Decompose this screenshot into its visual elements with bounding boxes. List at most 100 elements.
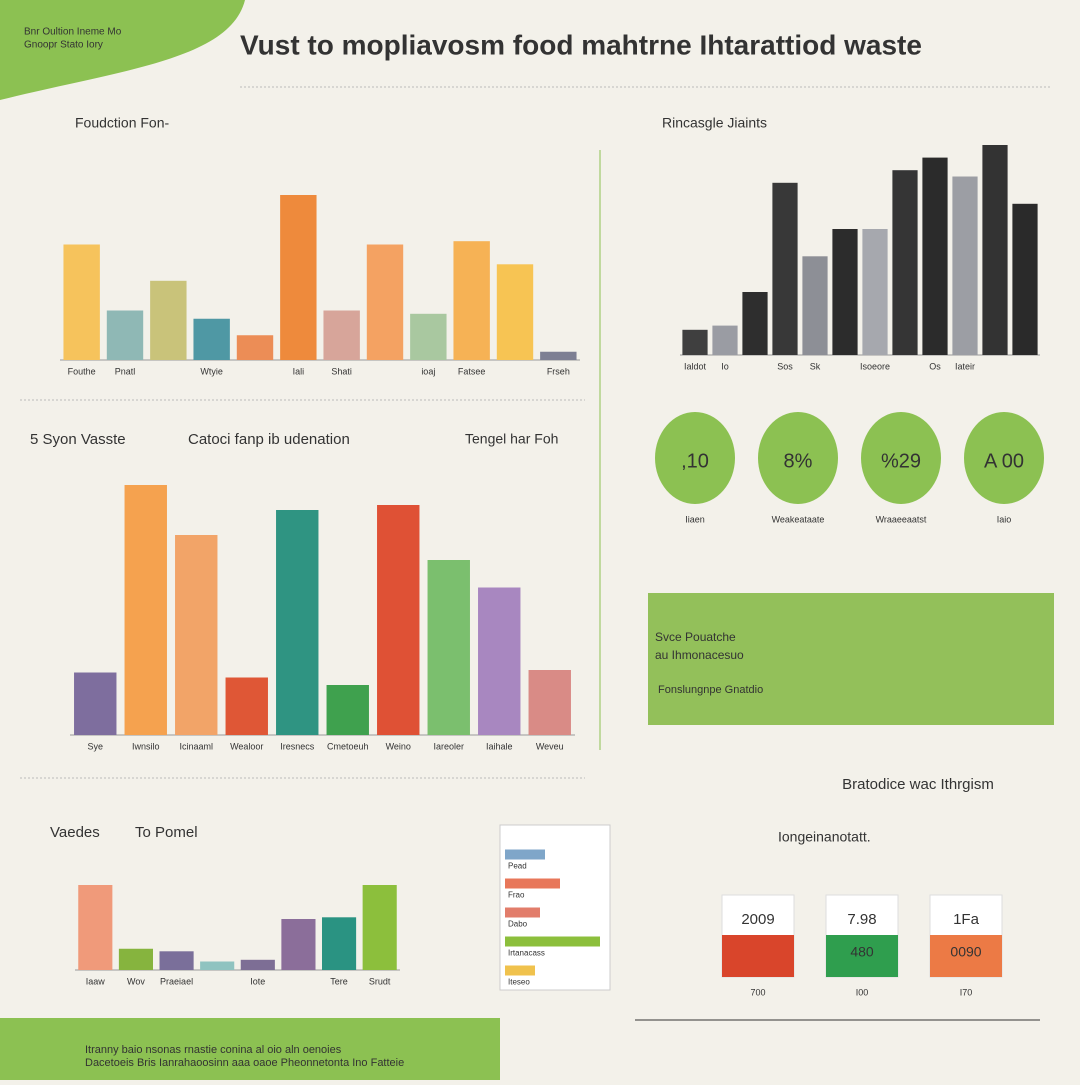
banner-text: au Ihmonacesuo bbox=[655, 648, 744, 662]
bar bbox=[862, 229, 888, 355]
banner-text: Svce Pouatche bbox=[655, 630, 736, 644]
bar bbox=[505, 907, 540, 918]
bar bbox=[193, 318, 230, 360]
stat-label: Iaio bbox=[997, 514, 1012, 524]
card-head: 2009 bbox=[741, 911, 774, 928]
x-tick-label: Iote bbox=[250, 976, 265, 986]
footer bbox=[0, 1018, 500, 1080]
stat-value: A 00 bbox=[984, 450, 1024, 472]
bar bbox=[175, 535, 218, 735]
banner bbox=[648, 593, 1054, 725]
section-heading: Tengel har Foh bbox=[465, 431, 558, 447]
stat-value: ,10 bbox=[681, 450, 709, 472]
bar bbox=[240, 959, 275, 970]
x-tick-label: Iaaw bbox=[86, 976, 106, 986]
bar bbox=[106, 310, 144, 360]
footer-text: Dacetoeis Bris Ianrahaoosinn aaa oaoe Ph… bbox=[85, 1057, 404, 1069]
card-fill bbox=[930, 935, 1002, 977]
corner-blob bbox=[0, 0, 245, 100]
bar-label: Pead bbox=[508, 862, 527, 871]
x-tick-label: ioaj bbox=[421, 366, 435, 376]
bar bbox=[280, 195, 317, 360]
stat-label: Iiaen bbox=[685, 514, 705, 524]
card-head: 7.98 bbox=[847, 911, 876, 928]
card-fill bbox=[826, 935, 898, 977]
bar bbox=[922, 157, 948, 355]
bar bbox=[1012, 203, 1038, 355]
x-tick-label: Iateir bbox=[955, 361, 975, 371]
x-tick-label: Srudt bbox=[369, 976, 391, 986]
x-tick-label: Frseh bbox=[547, 366, 570, 376]
card-value: 0090 bbox=[950, 944, 981, 960]
bar bbox=[496, 264, 534, 360]
x-tick-label: Ialdot bbox=[684, 361, 707, 371]
bar bbox=[892, 170, 918, 355]
bar bbox=[772, 182, 798, 355]
bar-label: Irtanacass bbox=[508, 949, 545, 958]
x-tick-label: Sk bbox=[810, 361, 821, 371]
bar bbox=[150, 280, 187, 360]
bar bbox=[236, 335, 274, 360]
x-tick-label: Sye bbox=[87, 741, 103, 751]
bar-label: Iteseo bbox=[508, 978, 530, 987]
bar bbox=[118, 948, 153, 970]
bar bbox=[505, 965, 535, 976]
bar bbox=[478, 587, 521, 735]
x-tick-label: Iaihale bbox=[486, 741, 513, 751]
x-tick-label: Tere bbox=[330, 976, 348, 986]
cards-title: Bratodice wac Ithrgism bbox=[842, 776, 994, 793]
bar bbox=[505, 849, 545, 860]
bar bbox=[74, 672, 117, 735]
x-tick-label: Iali bbox=[293, 366, 305, 376]
stat-leaf bbox=[964, 412, 1044, 504]
x-tick-label: Isoeore bbox=[860, 361, 890, 371]
bar bbox=[410, 313, 447, 360]
bar-label: Frao bbox=[508, 891, 525, 900]
card-foot: I70 bbox=[960, 987, 973, 997]
section-heading: 5 Syon Vasste bbox=[30, 431, 126, 448]
card-head: 1Fa bbox=[953, 911, 980, 928]
bar bbox=[427, 560, 470, 735]
x-tick-label: Io bbox=[721, 361, 729, 371]
bar bbox=[276, 510, 319, 735]
stat-label: Wraaeeaatst bbox=[876, 514, 927, 524]
x-tick-label: Wealoor bbox=[230, 741, 263, 751]
bar bbox=[982, 145, 1008, 355]
bar bbox=[159, 951, 194, 970]
bar bbox=[281, 919, 316, 970]
x-tick-label: Praeiael bbox=[160, 976, 193, 986]
bar bbox=[712, 325, 738, 355]
x-tick-label: Os bbox=[929, 361, 941, 371]
bar bbox=[200, 961, 235, 970]
bar bbox=[742, 292, 768, 355]
bar bbox=[505, 878, 560, 889]
bar bbox=[453, 241, 490, 360]
bar bbox=[802, 256, 828, 355]
section-heading: To Pomel bbox=[135, 824, 198, 841]
bar-label: Dabo bbox=[508, 920, 528, 929]
stat-leaf bbox=[861, 412, 941, 504]
x-tick-label: Cmetoeuh bbox=[327, 741, 369, 751]
x-tick-label: Weino bbox=[386, 741, 411, 751]
bar bbox=[323, 310, 360, 360]
bar bbox=[326, 685, 369, 735]
bar bbox=[952, 176, 978, 355]
stat-value: %29 bbox=[881, 450, 921, 472]
x-tick-label: Fouthe bbox=[68, 366, 96, 376]
bar bbox=[505, 936, 600, 947]
badge: Gnoopr Stato Iory bbox=[24, 40, 103, 51]
bar bbox=[366, 244, 404, 360]
title: Vust to mopliavosm food mahtrne Ihtaratt… bbox=[240, 29, 922, 60]
badge: Bnr Oultion Ineme Mo bbox=[24, 27, 122, 38]
bar bbox=[78, 885, 113, 970]
x-tick-label: Iresnecs bbox=[280, 741, 315, 751]
x-tick-label: Wov bbox=[127, 976, 145, 986]
bar bbox=[362, 885, 397, 970]
cards-subtitle: Iongeinanotatt. bbox=[778, 829, 871, 845]
x-tick-label: Shati bbox=[331, 366, 352, 376]
card-foot: 700 bbox=[750, 987, 765, 997]
card-foot: I00 bbox=[856, 987, 869, 997]
bar bbox=[225, 677, 268, 735]
x-tick-label: Pnatl bbox=[115, 366, 136, 376]
